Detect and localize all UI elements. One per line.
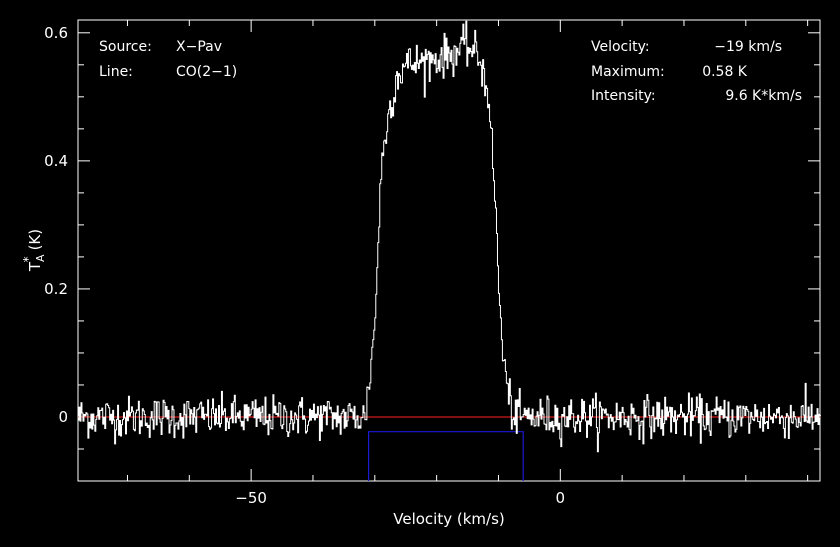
line-label: Line: (99, 64, 133, 80)
axis-ticks (78, 20, 820, 481)
line-value: CO(2−1) (176, 64, 237, 80)
y-tick-label: 0 (58, 408, 68, 426)
axis-tick-labels: −50 0 0 0.2 0.4 0.6 (44, 24, 565, 507)
y-axis-label-symbol: T (26, 261, 44, 272)
info-panel-left: Source: X−Pav Line: CO(2−1) (99, 39, 237, 80)
integration-window (368, 431, 524, 481)
chart-marks (78, 20, 821, 481)
y-tick-label: 0.4 (44, 152, 68, 170)
y-tick-label: 0.2 (44, 280, 68, 298)
velocity-label: Velocity: (591, 39, 650, 55)
svg-text:TA*(K): TA* (K) (21, 229, 47, 272)
spectrum-line (78, 20, 821, 453)
plot-frame (77, 19, 821, 482)
intensity-label: Intensity: (591, 88, 656, 104)
maximum-value: 0.58 K (702, 64, 748, 80)
intensity-value: 9.6 K*km/s (725, 88, 802, 104)
velocity-value: −19 km/s (714, 39, 782, 55)
y-tick-label: 0.6 (44, 24, 68, 42)
x-tick-label: 0 (556, 489, 566, 507)
x-tick-label: −50 (235, 489, 267, 507)
y-axis-label: TA* (K) (21, 229, 47, 272)
y-axis-label-unit: (K) (26, 229, 44, 251)
y-axis-label-superscript: * (21, 256, 35, 262)
x-axis-label: Velocity (km/s) (393, 510, 504, 528)
source-value: X−Pav (176, 39, 222, 55)
y-axis-label-subscript: A (34, 254, 47, 262)
info-panel-right: Velocity: −19 km/s Maximum: 0.58 K Inten… (591, 39, 802, 104)
source-label: Source: (99, 39, 152, 55)
maximum-label: Maximum: (591, 64, 665, 80)
